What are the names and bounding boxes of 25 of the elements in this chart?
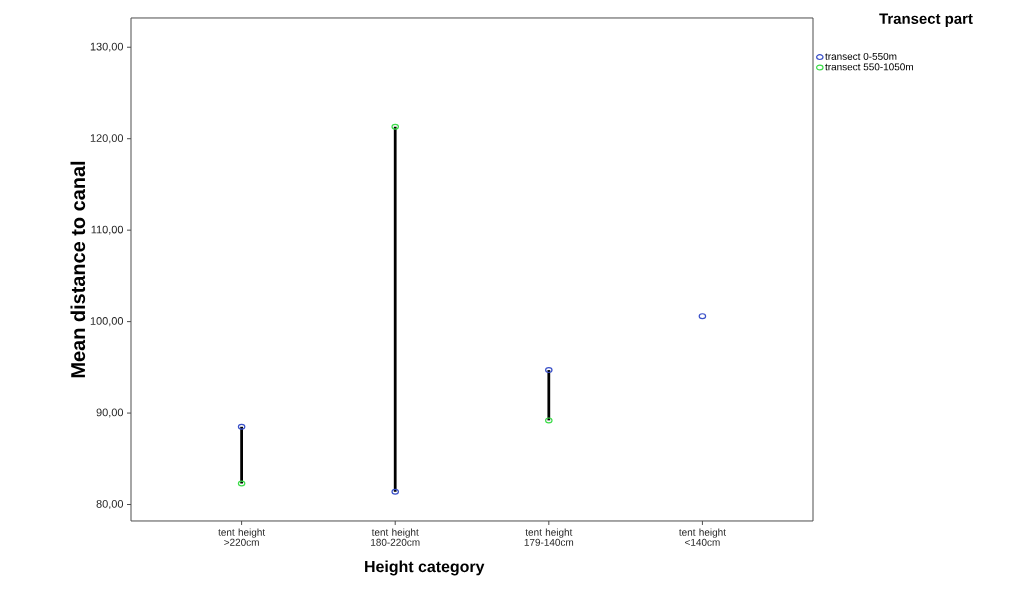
- y-tick-label: 120,00: [90, 134, 124, 144]
- x-tick-label: tent height 180-220cm: [371, 528, 420, 546]
- point: [237, 480, 246, 487]
- legend-title: Transect part: [879, 13, 973, 27]
- point: [391, 488, 400, 495]
- point: [545, 367, 553, 374]
- point: [698, 313, 707, 320]
- point: [237, 423, 246, 430]
- y-tick-label: 110,00: [91, 225, 124, 235]
- x-tick-label: tent height 179-140cm: [524, 528, 574, 546]
- legend-label: transect 550-1050m: [825, 63, 913, 71]
- y-axis-title: Mean distance to canal: [70, 161, 86, 378]
- y-tick-label: 100,00: [90, 317, 124, 327]
- y-tick-label: 90,00: [96, 408, 124, 418]
- x-tick-label: tent height <140cm: [679, 528, 726, 546]
- bar: [547, 370, 551, 421]
- y-tick-label: 130,00: [90, 42, 124, 52]
- x-axis-title: Height category: [365, 560, 485, 576]
- point: [545, 417, 553, 424]
- y-tick-label: 80,00: [96, 500, 124, 510]
- x-tick-label: tent height >220cm: [218, 528, 266, 546]
- bar: [393, 126, 397, 492]
- legend-label: transect 0-550m: [825, 52, 897, 60]
- bar: [240, 426, 243, 484]
- point: [391, 123, 400, 130]
